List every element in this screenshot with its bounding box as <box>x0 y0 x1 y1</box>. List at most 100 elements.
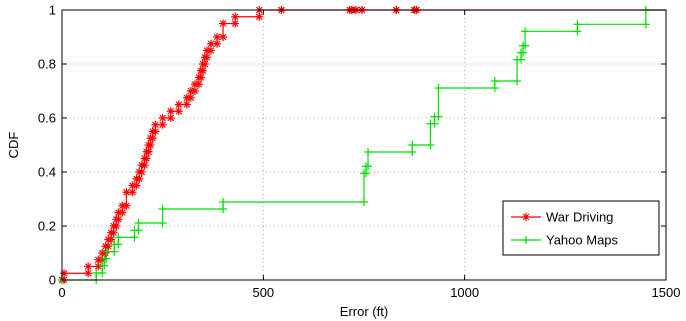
data-point-marker <box>166 114 175 122</box>
data-point-marker <box>573 20 582 29</box>
data-point-marker <box>110 247 119 256</box>
data-point-marker <box>231 12 240 21</box>
data-point-marker <box>151 120 160 129</box>
data-point-marker <box>128 188 137 197</box>
data-point-marker <box>573 27 582 36</box>
data-point-marker <box>112 222 121 230</box>
data-point-marker <box>134 219 143 228</box>
x-axis-title: Error (ft) <box>340 304 388 319</box>
legend-marker <box>522 213 530 221</box>
y-tick-label: 0 <box>49 273 56 288</box>
data-point-marker <box>430 119 439 128</box>
data-point-marker <box>360 197 368 206</box>
data-point-marker <box>84 269 93 278</box>
data-point-marker <box>182 100 191 109</box>
data-point-marker <box>94 262 103 271</box>
legend-label: War Driving <box>546 210 613 225</box>
data-point-marker <box>114 215 123 224</box>
data-point-marker <box>517 55 526 64</box>
plot-frame <box>61 9 667 281</box>
data-point-marker <box>206 46 215 55</box>
y-tick-label: 0.2 <box>38 219 56 234</box>
x-tick-label: 500 <box>252 285 274 300</box>
series-war-driving <box>58 6 666 284</box>
data-point-marker <box>118 208 127 217</box>
x-tick-label: 1500 <box>652 285 681 300</box>
y-tick-label: 0.6 <box>38 111 56 126</box>
data-point-marker <box>100 261 109 270</box>
data-point-marker <box>641 20 650 29</box>
legend-marker <box>522 236 530 244</box>
data-point-marker <box>140 161 149 170</box>
data-point-marker <box>426 141 435 149</box>
data-point-marker <box>114 233 123 242</box>
legend: War Driving Yahoo Maps <box>502 200 660 256</box>
series-layer <box>58 6 666 284</box>
data-point-marker <box>60 269 69 278</box>
data-point-marker <box>174 107 183 116</box>
data-point-marker <box>408 141 417 149</box>
data-point-marker <box>521 41 530 50</box>
data-point-marker <box>158 120 167 129</box>
y-tick-label: 0.8 <box>38 57 56 72</box>
data-point-marker <box>198 66 207 75</box>
data-point-marker <box>134 226 143 235</box>
data-point-marker <box>231 19 240 28</box>
y-tick-label: 1 <box>49 3 56 18</box>
data-point-marker <box>190 87 199 95</box>
data-point-marker <box>166 107 175 116</box>
data-point-marker <box>132 181 141 190</box>
data-point-marker <box>255 12 264 21</box>
data-point-marker <box>174 100 183 109</box>
data-point-marker <box>186 93 195 102</box>
y-axis-title: CDF <box>6 132 21 159</box>
data-point-marker <box>219 204 228 213</box>
data-point-marker <box>364 162 373 171</box>
data-point-marker <box>408 148 417 157</box>
data-point-marker <box>144 147 153 156</box>
data-point-marker <box>151 127 160 136</box>
data-point-marker <box>219 33 228 41</box>
data-point-marker <box>137 168 146 176</box>
data-point-marker <box>122 201 131 210</box>
data-point-marker <box>194 80 203 89</box>
data-point-marker <box>196 73 205 82</box>
axes: 0 500 1000 1500 0 0.2 0.4 0.6 0.8 1 <box>38 3 681 301</box>
data-point-marker <box>362 169 371 178</box>
data-point-marker <box>200 60 209 68</box>
data-point-marker <box>158 114 167 122</box>
data-point-marker <box>219 197 228 206</box>
data-point-marker <box>513 77 522 86</box>
data-point-marker <box>158 219 167 228</box>
data-point-marker <box>98 268 107 277</box>
data-point-marker <box>84 262 93 271</box>
x-tick-label: 0 <box>58 285 65 300</box>
x-tick-label: 1000 <box>450 285 479 300</box>
data-point-marker <box>142 154 151 163</box>
data-point-marker <box>519 48 528 57</box>
data-point-marker <box>107 235 116 244</box>
legend-label: Yahoo Maps <box>546 233 619 248</box>
data-point-marker <box>490 84 499 93</box>
data-point-marker <box>206 39 215 48</box>
data-point-marker <box>135 174 144 183</box>
data-point-marker <box>219 19 228 28</box>
legend-box <box>502 200 660 256</box>
data-point-marker <box>148 134 157 143</box>
data-point-marker <box>114 240 123 249</box>
data-point-marker <box>434 84 443 93</box>
data-point-marker <box>213 39 222 48</box>
data-point-marker <box>146 141 155 149</box>
data-point-marker <box>490 77 499 86</box>
data-point-marker <box>130 233 139 242</box>
data-point-marker <box>102 247 111 256</box>
data-point-marker <box>158 204 167 213</box>
data-point-marker <box>521 27 530 36</box>
data-point-marker <box>434 112 443 121</box>
y-tick-label: 0.4 <box>38 165 56 180</box>
data-point-marker <box>109 228 118 237</box>
data-point-marker <box>202 53 211 62</box>
data-point-marker <box>364 148 373 157</box>
data-point-marker <box>102 254 111 263</box>
